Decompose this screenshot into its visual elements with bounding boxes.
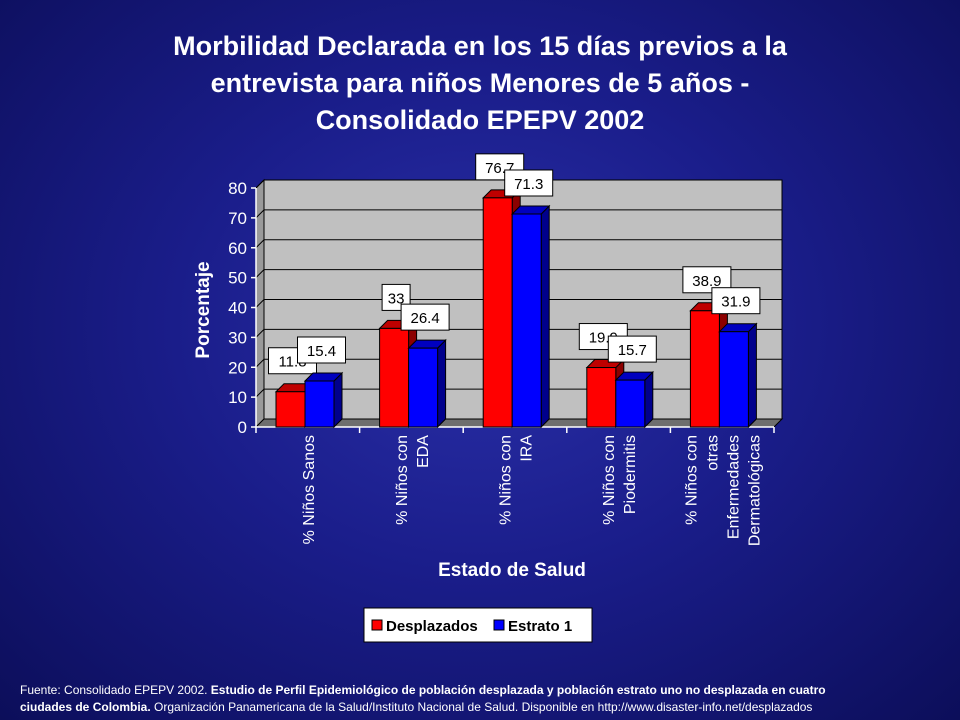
bar-estrato-1-4 <box>718 322 758 429</box>
x-category-label: IRA <box>519 435 536 462</box>
legend: Desplazados Estrato 1 <box>363 607 593 643</box>
y-tick-label: 80 <box>228 179 247 198</box>
data-label-box: 15.4 <box>297 336 346 364</box>
data-label-frame <box>400 303 450 331</box>
gridline-side <box>255 299 265 308</box>
footer-publisher: Organización Panamericana de la Salud/In… <box>150 700 813 714</box>
x-category-label: EDA <box>415 435 432 468</box>
x-category-label: Piodermitis <box>622 435 639 514</box>
y-tick-label: 70 <box>228 209 247 228</box>
bar-side <box>540 204 550 429</box>
y-tick-label: 10 <box>228 388 247 407</box>
bar-front <box>408 347 439 428</box>
y-tick-label: 20 <box>228 358 247 377</box>
source-footer: Fuente: Consolidado EPEPV 2002. Estudio … <box>20 682 940 716</box>
slide-title-line-2: entrevista para niños Menores de 5 años … <box>210 68 750 98</box>
y-tick-label: 40 <box>228 299 247 318</box>
bar-side <box>644 370 654 429</box>
bar-front <box>304 380 335 428</box>
data-label: 33 <box>388 290 405 307</box>
footer-line-1: Fuente: Consolidado EPEPV 2002. Estudio … <box>20 682 940 699</box>
bar-front <box>718 331 749 428</box>
y-tick-label: 0 <box>238 418 247 437</box>
x-category-label: % Niños con <box>601 435 618 525</box>
bar-side <box>747 322 757 429</box>
legend-swatch <box>493 619 505 631</box>
gridline-side <box>255 329 265 338</box>
gridline-side <box>255 388 265 398</box>
footer-line-2: ciudades de Colombia. Organización Panam… <box>20 699 940 716</box>
bar-estrato-1-1 <box>407 338 447 429</box>
bar-front <box>482 197 513 428</box>
bar-side <box>437 338 447 429</box>
data-label-frame <box>607 335 657 363</box>
data-label-box: 31.9 <box>711 287 761 315</box>
legend-frame <box>363 607 593 643</box>
bar-front <box>511 213 542 428</box>
x-category-label: % Niños con <box>394 435 411 525</box>
data-label: 15.7 <box>618 342 647 359</box>
x-category-label: % Niños Sanos <box>301 435 318 544</box>
data-label: 71.3 <box>514 176 543 193</box>
x-category-label: % Niños con <box>684 435 701 525</box>
bar-front <box>586 367 617 428</box>
gridline-side <box>255 179 265 189</box>
data-label-box: 26.4 <box>400 303 450 331</box>
data-label: 15.4 <box>307 343 336 360</box>
bar-front <box>689 310 720 428</box>
y-tick-label: 30 <box>228 328 247 347</box>
gridline-side <box>255 239 265 249</box>
y-tick-label: 60 <box>228 239 247 258</box>
data-label-frame <box>297 336 346 364</box>
x-category-label: Enfermedades <box>726 435 743 539</box>
x-category-label: Dermatológicas <box>747 435 764 546</box>
footer-study-title-end: ciudades de Colombia. <box>20 700 151 714</box>
bar-front <box>275 391 306 428</box>
bar-estrato-1-2 <box>510 204 551 429</box>
footer-study-title: Estudio de Perfil Epidemiológico de pobl… <box>210 683 826 697</box>
data-label: 26.4 <box>410 310 439 327</box>
data-label-box: 71.3 <box>504 169 554 197</box>
slide-title-line-1: Morbilidad Declarada en los 15 días prev… <box>173 31 787 61</box>
legend-label: Estrato 1 <box>508 618 572 635</box>
bar-side <box>333 371 343 429</box>
y-axis-title: Porcentaje <box>193 261 214 358</box>
bar-chart: 0102030405060708011.83376.719.938.915.42… <box>193 153 784 643</box>
footer-source: Fuente: Consolidado EPEPV 2002. <box>20 683 211 697</box>
gridline-side <box>255 269 265 278</box>
legend-swatch <box>371 619 383 631</box>
data-label-frame <box>711 287 761 315</box>
bar-front <box>615 379 646 428</box>
data-label: 31.9 <box>721 294 750 311</box>
x-category-label: otras <box>705 435 722 471</box>
slide-title-line-3: Consolidado EPEPV 2002 <box>315 105 645 135</box>
data-label-box: 15.7 <box>607 335 657 363</box>
gridline-side <box>255 358 265 368</box>
x-category-label: % Niños con <box>498 435 515 525</box>
data-label: 38.9 <box>692 273 721 290</box>
gridline-side <box>255 209 265 219</box>
bar-front <box>379 327 410 428</box>
slide-title: Morbilidad Declarada en los 15 días prev… <box>80 28 880 139</box>
data-label-frame <box>504 169 554 197</box>
bar-estrato-1-0 <box>303 371 344 429</box>
x-axis-title: Estado de Salud <box>438 560 586 581</box>
bar-estrato-1-3 <box>614 370 655 429</box>
y-tick-label: 50 <box>228 269 247 288</box>
legend-label: Desplazados <box>386 618 478 635</box>
